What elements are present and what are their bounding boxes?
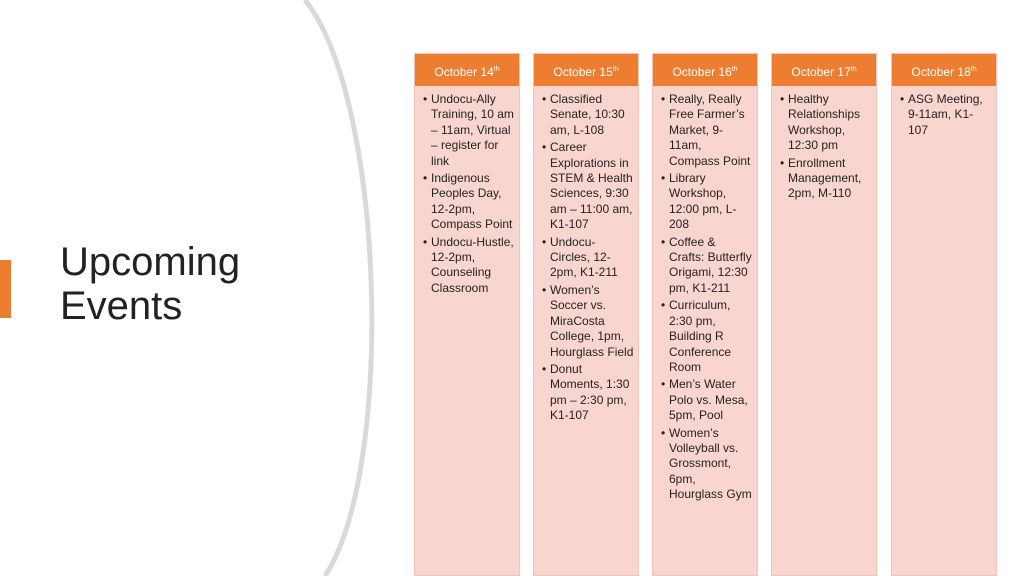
day-header: October 17th: [772, 54, 876, 86]
event-item: Career Explorations in STEM & Health Sci…: [542, 140, 634, 232]
events-columns: October 14th Undocu-Ally Training, 10 am…: [414, 53, 998, 576]
day-header: October 18th: [892, 54, 996, 86]
event-item: Coffee & Crafts: Butterfly Origami, 12:3…: [661, 235, 753, 297]
day-header: October 14th: [415, 54, 519, 86]
event-item: Women’s Volleyball vs. Grossmont, 6pm, H…: [661, 426, 753, 503]
event-list: ASG Meeting, 9-11am, K1-107: [892, 86, 996, 138]
page-title: Upcoming Events: [60, 240, 240, 328]
event-list: Undocu-Ally Training, 10 am – 11am, Virt…: [415, 86, 519, 296]
title-line-1: Upcoming: [60, 240, 241, 284]
event-list: Healthy Relationships Workshop, 12:30 pm…: [772, 86, 876, 202]
event-item: Really, Really Free Farmer’s Market, 9-1…: [661, 92, 753, 169]
event-item: Undocu-Hustle, 12-2pm, Counseling Classr…: [423, 235, 515, 297]
day-column-oct-14: October 14th Undocu-Ally Training, 10 am…: [414, 53, 520, 576]
event-item: Women’s Soccer vs. MiraCosta College, 1p…: [542, 283, 634, 360]
event-item: Curriculum, 2:30 pm, Building R Conferen…: [661, 298, 753, 375]
event-item: Donut Moments, 1:30 pm – 2:30 pm, K1-107: [542, 362, 634, 424]
day-column-oct-17: October 17th Healthy Relationships Works…: [771, 53, 877, 576]
event-item: Library Workshop, 12:00 pm, L-208: [661, 171, 753, 233]
title-line-2: Events: [60, 284, 183, 328]
event-item: Undocu-Circles, 12-2pm, K1-211: [542, 235, 634, 281]
event-item: Healthy Relationships Workshop, 12:30 pm: [780, 92, 872, 154]
day-header: October 15th: [534, 54, 638, 86]
day-column-oct-15: October 15th Classified Senate, 10:30 am…: [533, 53, 639, 576]
day-column-oct-16: October 16th Really, Really Free Farmer’…: [652, 53, 758, 576]
event-item: ASG Meeting, 9-11am, K1-107: [900, 92, 992, 138]
event-list: Classified Senate, 10:30 am, L-108 Caree…: [534, 86, 638, 424]
accent-bar: [0, 260, 11, 318]
event-list: Really, Really Free Farmer’s Market, 9-1…: [653, 86, 757, 503]
day-header: October 16th: [653, 54, 757, 86]
event-item: Indigenous Peoples Day, 12-2pm, Compass …: [423, 171, 515, 233]
event-item: Undocu-Ally Training, 10 am – 11am, Virt…: [423, 92, 515, 169]
event-item: Enrollment Management, 2pm, M-110: [780, 156, 872, 202]
day-column-oct-18: October 18th ASG Meeting, 9-11am, K1-107: [891, 53, 997, 576]
event-item: Men’s Water Polo vs. Mesa, 5pm, Pool: [661, 377, 753, 423]
event-item: Classified Senate, 10:30 am, L-108: [542, 92, 634, 138]
